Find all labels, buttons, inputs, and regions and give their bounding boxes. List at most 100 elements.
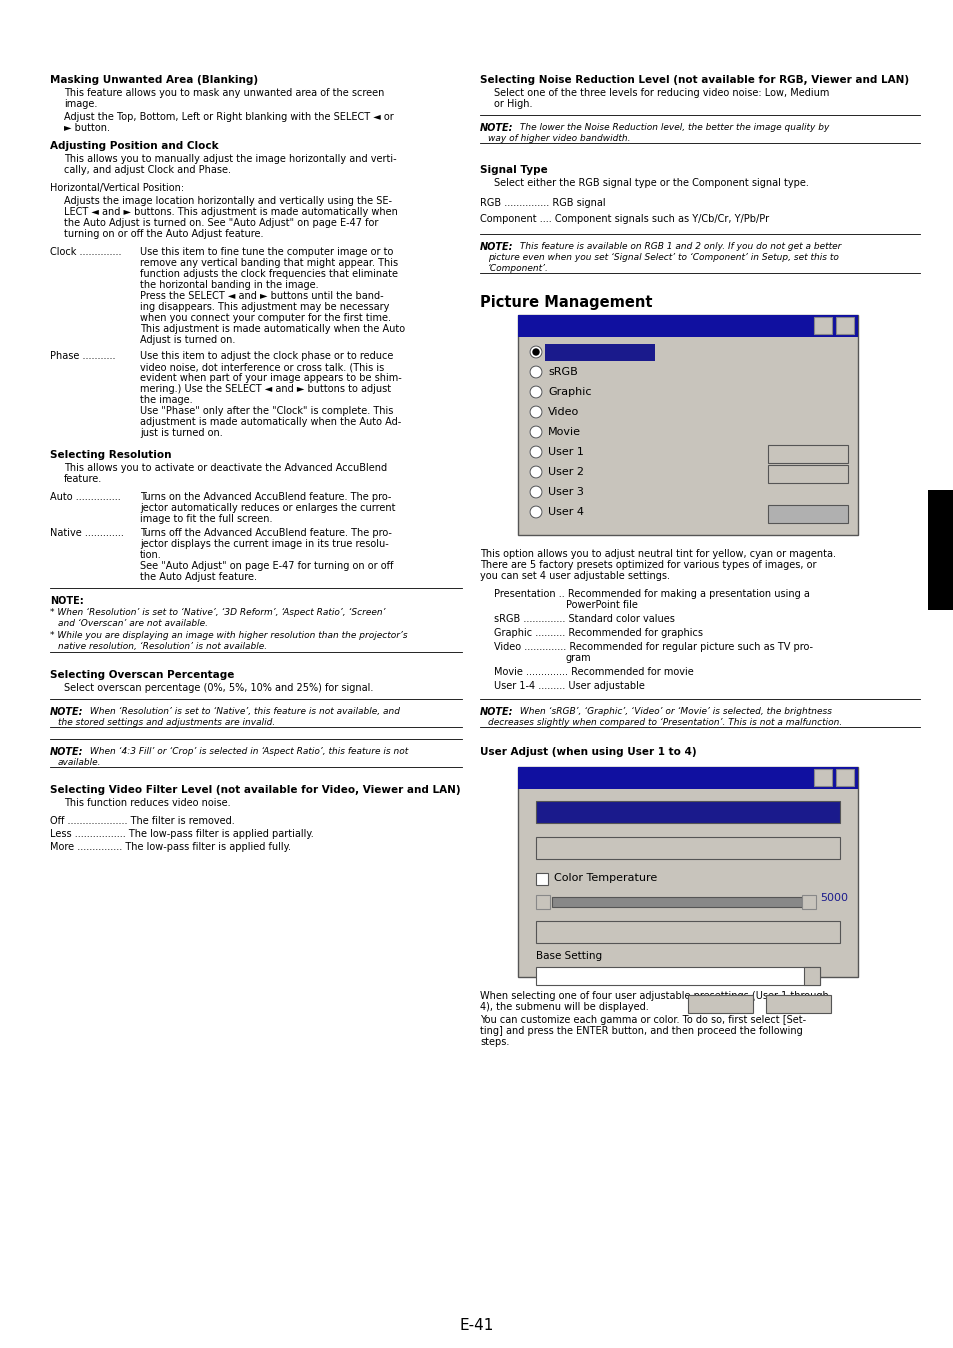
- Text: turning on or off the Auto Adjust feature.: turning on or off the Auto Adjust featur…: [64, 229, 263, 239]
- Text: This adjustment is made automatically when the Auto: This adjustment is made automatically wh…: [140, 324, 405, 334]
- Text: This option allows you to adjust neutral tint for yellow, cyan or magenta.: This option allows you to adjust neutral…: [479, 549, 835, 559]
- Text: User Adjust (when using User 1 to 4): User Adjust (when using User 1 to 4): [479, 747, 696, 758]
- Text: evident when part of your image appears to be shim-: evident when part of your image appears …: [140, 373, 401, 383]
- Text: Use this item to fine tune the computer image or to: Use this item to fine tune the computer …: [140, 247, 393, 257]
- Circle shape: [533, 349, 538, 355]
- Text: Phase ...........: Phase ...........: [50, 350, 115, 361]
- Text: When selecting one of four user adjustable presettings (User 1 through: When selecting one of four user adjustab…: [479, 991, 828, 1002]
- Text: Masking Unwanted Area (Blanking): Masking Unwanted Area (Blanking): [50, 75, 258, 85]
- Text: This feature is available on RGB 1 and 2 only. If you do not get a better: This feature is available on RGB 1 and 2…: [517, 243, 841, 251]
- Text: Color Correction: Color Correction: [642, 841, 732, 851]
- Text: ing disappears. This adjustment may be necessary: ing disappears. This adjustment may be n…: [140, 302, 389, 311]
- Text: and ‘Overscan’ are not available.: and ‘Overscan’ are not available.: [58, 619, 208, 628]
- Text: This allows you to activate or deactivate the Advanced AccuBlend: This allows you to activate or deactivat…: [64, 462, 387, 473]
- Text: User 1: User 1: [547, 448, 583, 457]
- Text: This allows you to manually adjust the image horizontally and verti-: This allows you to manually adjust the i…: [64, 154, 396, 164]
- Text: There are 5 factory presets optimized for various types of images, or: There are 5 factory presets optimized fo…: [479, 559, 816, 570]
- FancyBboxPatch shape: [835, 768, 853, 786]
- Text: NOTE:: NOTE:: [479, 123, 513, 133]
- Text: adjustment is made automatically when the Auto Ad-: adjustment is made automatically when th…: [140, 417, 401, 427]
- Text: mering.) Use the SELECT ◄ and ► buttons to adjust: mering.) Use the SELECT ◄ and ► buttons …: [140, 384, 391, 394]
- Text: RGB ............... RGB signal: RGB ............... RGB signal: [479, 198, 605, 208]
- Text: Select one of the three levels for reducing video noise: Low, Medium: Select one of the three levels for reduc…: [494, 88, 828, 98]
- Text: See "Auto Adjust" on page E-47 for turning on or off: See "Auto Adjust" on page E-47 for turni…: [140, 561, 393, 572]
- FancyBboxPatch shape: [552, 896, 801, 907]
- Text: Press the SELECT ◄ and ► buttons until the band-: Press the SELECT ◄ and ► buttons until t…: [140, 291, 383, 301]
- FancyBboxPatch shape: [517, 315, 857, 337]
- FancyBboxPatch shape: [767, 465, 847, 483]
- Text: NOTE:: NOTE:: [50, 747, 84, 758]
- Text: LECT ◄ and ► buttons. This adjustment is made automatically when: LECT ◄ and ► buttons. This adjustment is…: [64, 208, 397, 217]
- FancyBboxPatch shape: [517, 315, 857, 535]
- Text: just is turned on.: just is turned on.: [140, 429, 222, 438]
- FancyBboxPatch shape: [765, 995, 830, 1012]
- Text: the horizontal banding in the image.: the horizontal banding in the image.: [140, 280, 318, 290]
- Text: Selecting Overscan Percentage: Selecting Overscan Percentage: [50, 670, 234, 679]
- Text: Select either the RGB signal type or the Component signal type.: Select either the RGB signal type or the…: [494, 178, 808, 187]
- Text: Gamma Correction: Gamma Correction: [635, 805, 740, 816]
- FancyBboxPatch shape: [927, 491, 953, 611]
- Text: Horizontal/Vertical Position:: Horizontal/Vertical Position:: [50, 183, 184, 193]
- Text: Off .................... The filter is removed.: Off .................... The filter is r…: [50, 816, 234, 826]
- Text: Selecting Resolution: Selecting Resolution: [50, 450, 172, 460]
- Text: the image.: the image.: [140, 395, 193, 404]
- Circle shape: [530, 466, 541, 479]
- Text: video noise, dot interference or cross talk. (This is: video noise, dot interference or cross t…: [140, 363, 384, 372]
- Circle shape: [530, 446, 541, 458]
- Text: User 2: User 2: [547, 466, 583, 477]
- Text: Adjust is turned on.: Adjust is turned on.: [140, 336, 235, 345]
- Text: User 1-4 ......... User adjustable: User 1-4 ......... User adjustable: [494, 681, 644, 692]
- Text: picture even when you set ‘Signal Select’ to ‘Component’ in Setup, set this to: picture even when you set ‘Signal Select…: [488, 253, 838, 262]
- Text: When ‘4:3 Fill’ or ‘Crop’ is selected in ‘Aspect Ratio’, this feature is not: When ‘4:3 Fill’ or ‘Crop’ is selected in…: [87, 747, 408, 756]
- FancyBboxPatch shape: [687, 995, 752, 1012]
- FancyBboxPatch shape: [544, 344, 655, 361]
- Text: When ‘sRGB’, ‘Graphic’, ‘Video’ or ‘Movie’ is selected, the brightness: When ‘sRGB’, ‘Graphic’, ‘Video’ or ‘Movi…: [517, 706, 831, 716]
- Circle shape: [530, 346, 541, 359]
- FancyBboxPatch shape: [813, 768, 831, 786]
- Text: cally, and adjust Clock and Phase.: cally, and adjust Clock and Phase.: [64, 164, 231, 175]
- Text: More ............... The low-pass filter is applied fully.: More ............... The low-pass filter…: [50, 842, 291, 852]
- Text: remove any vertical banding that might appear. This: remove any vertical banding that might a…: [140, 257, 397, 268]
- FancyBboxPatch shape: [517, 767, 857, 789]
- Text: sRGB: sRGB: [547, 367, 578, 377]
- FancyBboxPatch shape: [536, 837, 840, 859]
- Text: White Balance: White Balance: [647, 925, 727, 936]
- Circle shape: [530, 426, 541, 438]
- Text: User Setting (User 1): User Setting (User 1): [523, 770, 633, 780]
- Text: sRGB .............. Standard color values: sRGB .............. Standard color value…: [494, 613, 674, 624]
- Text: 5000: 5000: [820, 892, 847, 903]
- Text: Adjusting Position and Clock: Adjusting Position and Clock: [50, 142, 218, 151]
- Text: Graphic: Graphic: [547, 387, 591, 398]
- Text: or High.: or High.: [494, 98, 532, 109]
- Text: Use this item to adjust the clock phase or to reduce: Use this item to adjust the clock phase …: [140, 350, 393, 361]
- Text: x: x: [840, 771, 844, 780]
- Text: NOTE:: NOTE:: [479, 243, 513, 252]
- Text: steps.: steps.: [479, 1037, 509, 1047]
- Text: Cancel: Cancel: [789, 473, 825, 483]
- Text: Component .... Component signals such as Y/Cb/Cr, Y/Pb/Pr: Component .... Component signals such as…: [479, 214, 768, 224]
- Text: This function reduces video noise.: This function reduces video noise.: [64, 798, 231, 807]
- FancyBboxPatch shape: [536, 921, 840, 944]
- Text: Signal Type: Signal Type: [479, 164, 547, 175]
- FancyBboxPatch shape: [803, 967, 820, 985]
- Text: ?: ?: [817, 319, 821, 328]
- Text: available.: available.: [58, 758, 101, 767]
- Text: ting] and press the ENTER button, and then proceed the following: ting] and press the ENTER button, and th…: [479, 1026, 801, 1037]
- Text: when you connect your computer for the first time.: when you connect your computer for the f…: [140, 313, 391, 324]
- Text: Select overscan percentage (0%, 5%, 10% and 25%) for signal.: Select overscan percentage (0%, 5%, 10% …: [64, 683, 373, 693]
- Text: Presentation: Presentation: [547, 346, 618, 357]
- Text: the Auto Adjust feature.: the Auto Adjust feature.: [140, 572, 256, 582]
- Text: Selecting Noise Reduction Level (not available for RGB, Viewer and LAN): Selecting Noise Reduction Level (not ava…: [479, 75, 908, 85]
- Text: feature.: feature.: [64, 474, 102, 484]
- Text: When ‘Resolution’ is set to ‘Native’, this feature is not available, and: When ‘Resolution’ is set to ‘Native’, th…: [87, 706, 399, 716]
- Text: ◄: ◄: [537, 896, 544, 905]
- Text: 4), the submenu will be displayed.: 4), the submenu will be displayed.: [479, 1002, 648, 1012]
- Text: Setting: Setting: [788, 514, 826, 523]
- Text: Cancel: Cancel: [780, 998, 815, 1007]
- Text: ►: ►: [803, 896, 810, 905]
- FancyBboxPatch shape: [813, 317, 831, 334]
- Text: x: x: [840, 319, 844, 328]
- Text: Less ................. The low-pass filter is applied partially.: Less ................. The low-pass filt…: [50, 829, 314, 838]
- FancyBboxPatch shape: [536, 895, 550, 909]
- Text: You can customize each gamma or color. To do so, first select [Set-: You can customize each gamma or color. T…: [479, 1015, 805, 1024]
